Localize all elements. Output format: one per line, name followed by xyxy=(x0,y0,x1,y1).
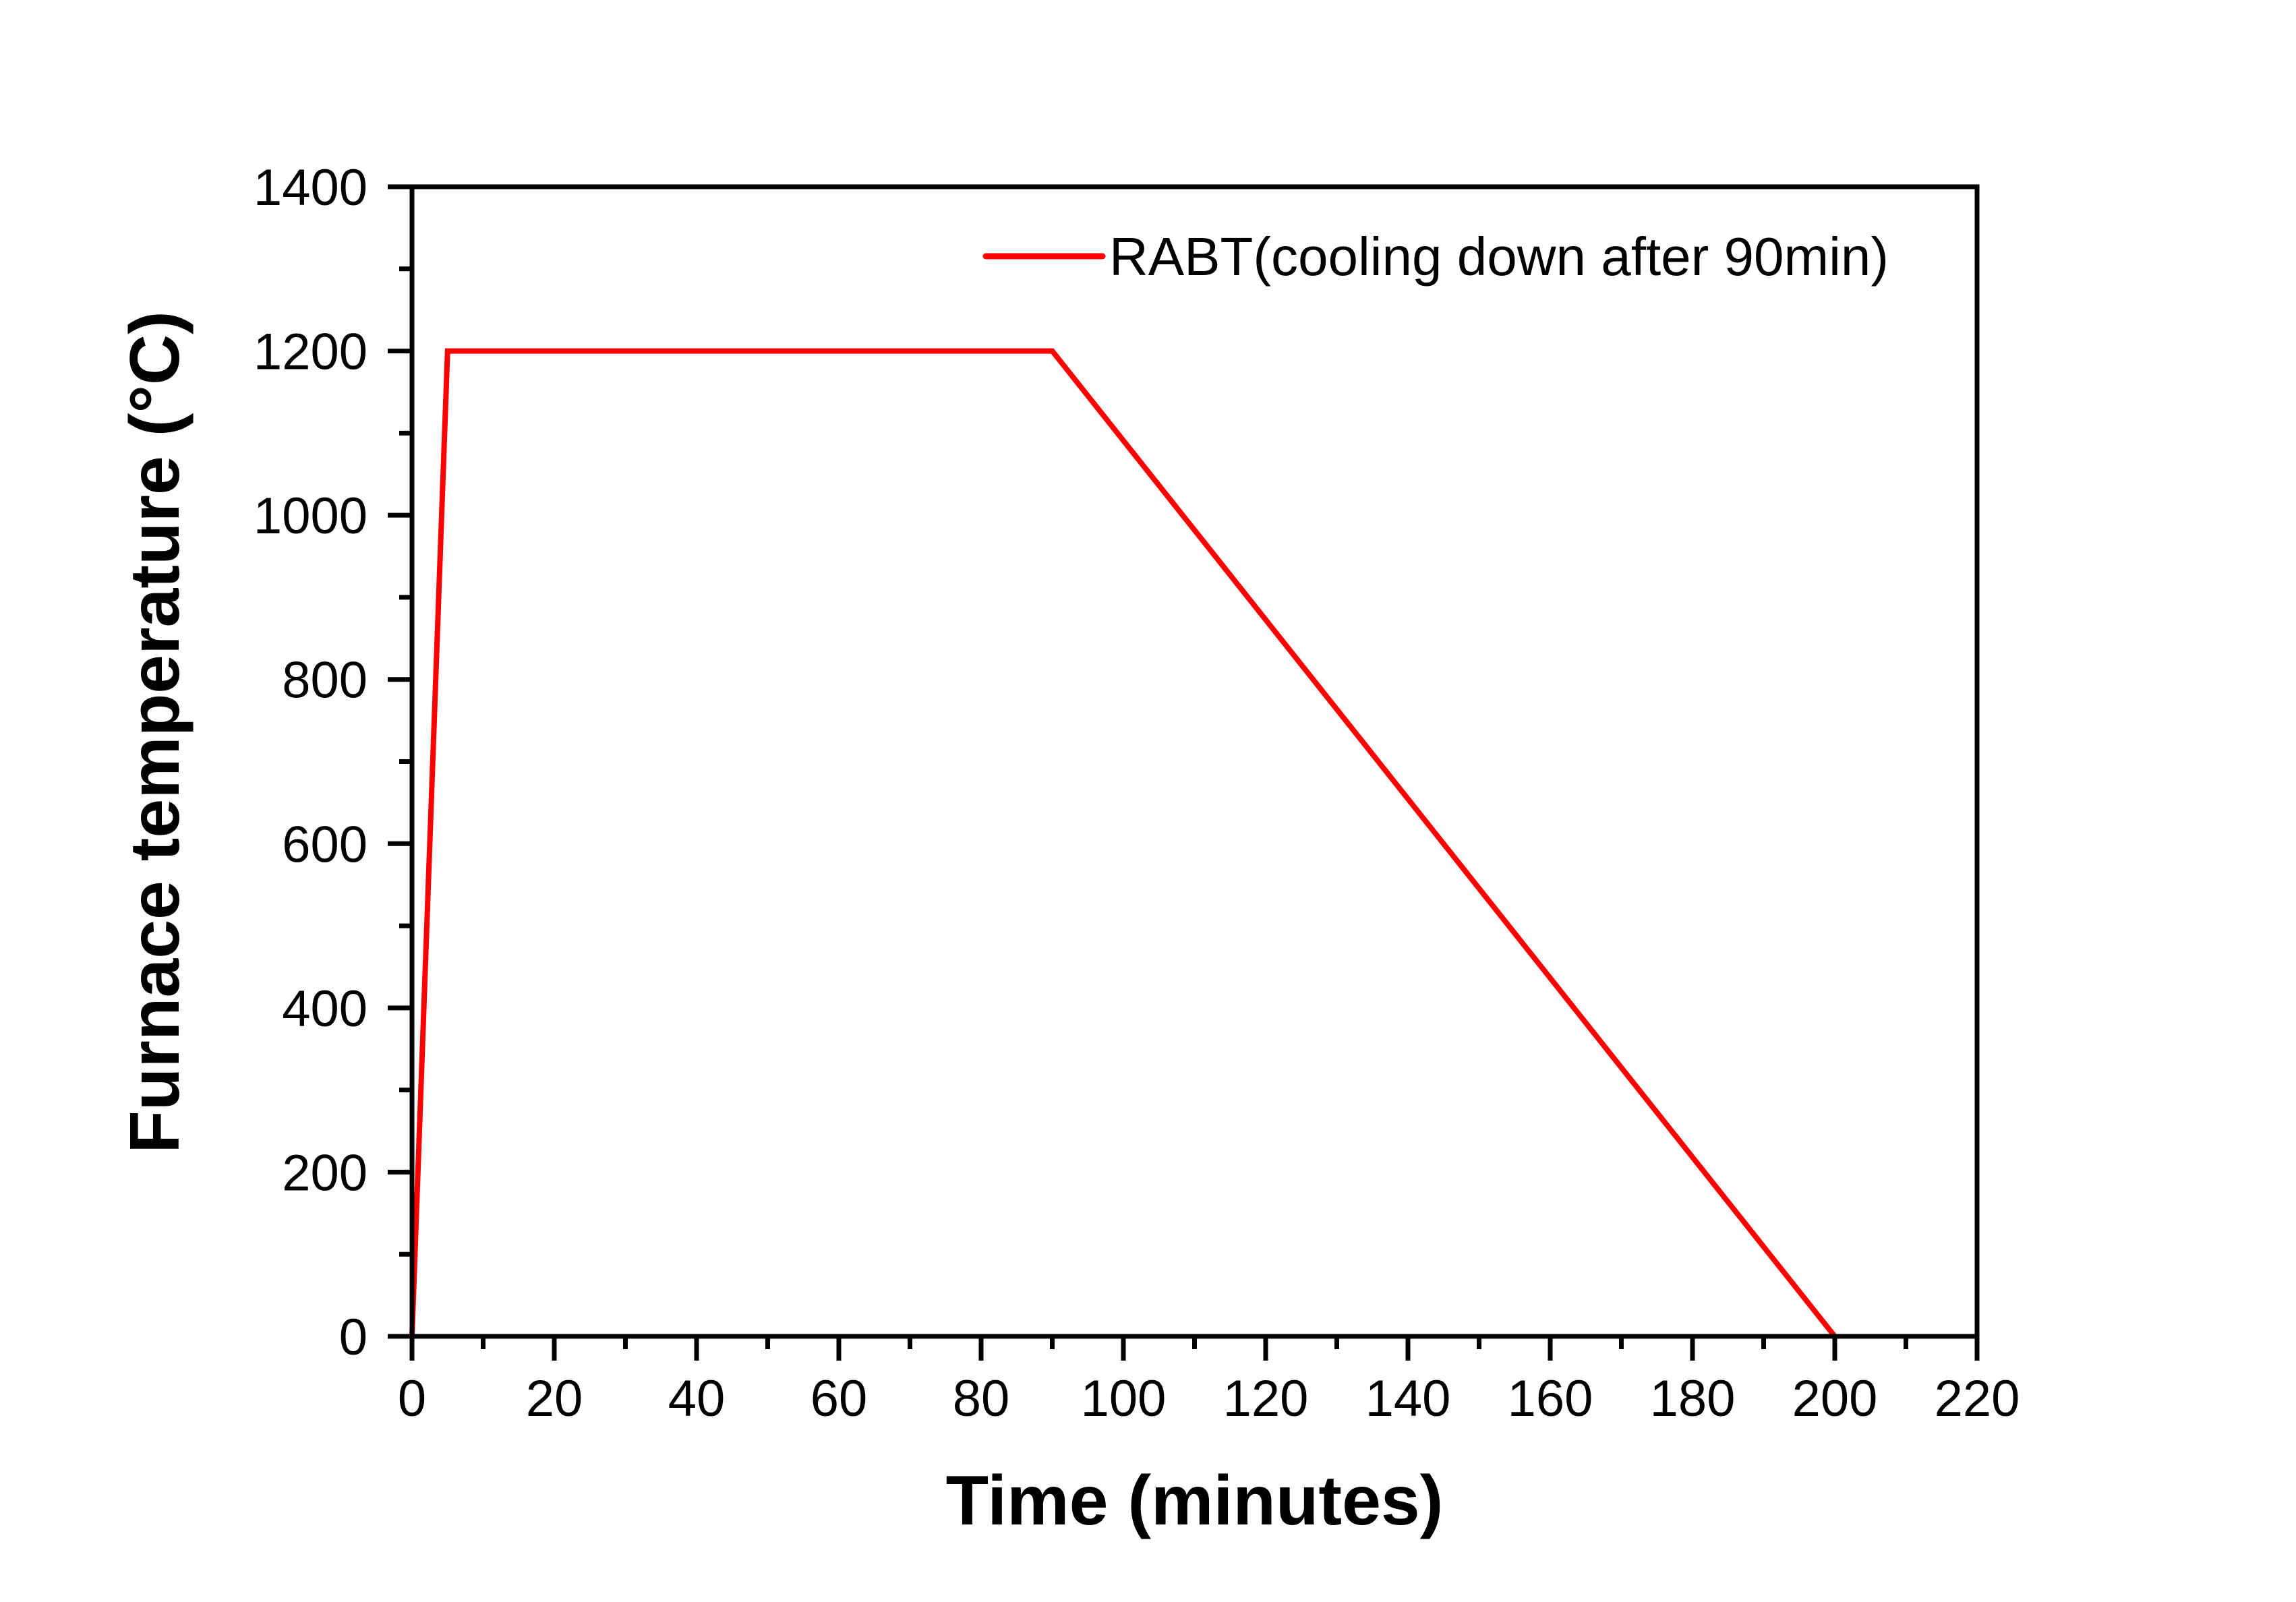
plot-frame xyxy=(409,184,1980,1339)
legend: RABT(cooling down after 90min) xyxy=(982,227,1889,287)
x-tick-label: 160 xyxy=(1508,1370,1593,1427)
y-axis-title: Furnace temperature (°C) xyxy=(116,311,194,1153)
x-tick-label: 80 xyxy=(953,1370,1010,1427)
x-tick-label: 40 xyxy=(668,1370,726,1427)
x-tick-label: 100 xyxy=(1081,1370,1167,1427)
y-tick-label: 400 xyxy=(282,980,367,1038)
x-tick-label: 0 xyxy=(398,1370,426,1427)
y-tick-label: 0 xyxy=(339,1309,367,1366)
x-tick-label: 200 xyxy=(1792,1370,1878,1427)
x-axis-title: Time (minutes) xyxy=(946,1462,1444,1540)
x-tick-label: 60 xyxy=(811,1370,868,1427)
series-layer xyxy=(409,348,1837,1338)
x-tick-label: 120 xyxy=(1223,1370,1309,1427)
y-tick-label: 800 xyxy=(282,652,367,709)
y-tick-label: 1000 xyxy=(254,487,367,545)
x-tick-label: 20 xyxy=(526,1370,583,1427)
y-tick-label: 1400 xyxy=(254,159,367,216)
x-tick-label: 180 xyxy=(1650,1370,1736,1427)
x-tick-label: 140 xyxy=(1365,1370,1451,1427)
y-tick-label: 1200 xyxy=(254,324,367,381)
y-tick-label: 200 xyxy=(282,1144,367,1202)
x-tick-label: 220 xyxy=(1935,1370,2020,1427)
tick-labels-layer: 0 20 40 60 80 100 120 140 160 180 200 220 0 200 400 600… xyxy=(254,159,2020,1427)
y-tick-label: 600 xyxy=(282,816,367,873)
series-line-rabt xyxy=(409,348,1837,1338)
legend-label-rabt: RABT(cooling down after 90min) xyxy=(1109,227,1889,287)
ticks-layer xyxy=(388,184,1980,1361)
